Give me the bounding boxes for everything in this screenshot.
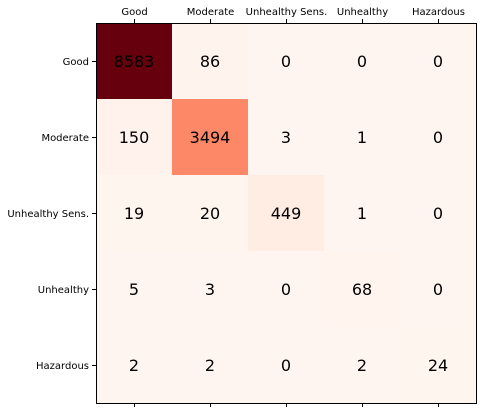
cell-value-label: 2 <box>357 356 367 375</box>
heatmap-cell-r2-c1 <box>172 175 248 251</box>
heatmap-cell-r2-c2 <box>248 175 324 251</box>
y-tick-label: Good <box>63 57 89 68</box>
heatmap-cell-r0-c3 <box>324 23 400 99</box>
cell-value-label: 8583 <box>114 52 155 71</box>
heatmap-cell-r4-c4 <box>400 327 476 403</box>
heatmap-cell-r3-c0 <box>96 251 172 327</box>
heatmap-cell-r4-c2 <box>248 327 324 403</box>
cell-value-label: 1 <box>357 128 367 147</box>
cell-value-label: 19 <box>124 204 144 223</box>
cell-value-label: 2 <box>129 356 139 375</box>
heatmap-cell-r2-c3 <box>324 175 400 251</box>
y-tick-label: Unhealthy Sens. <box>7 209 89 220</box>
cell-value-label: 0 <box>433 52 443 71</box>
cell-value-label: 0 <box>357 52 367 71</box>
cell-value-label: 0 <box>281 356 291 375</box>
heatmap-cell-r1-c4 <box>400 99 476 175</box>
x-tick-label: Good <box>121 7 147 18</box>
y-tick-label: Hazardous <box>36 361 89 372</box>
x-tick-label: Hazardous <box>412 7 465 18</box>
cell-value-label: 3 <box>205 280 215 299</box>
cell-value-label: 3 <box>281 128 291 147</box>
heatmap-cell-r3-c2 <box>248 251 324 327</box>
heatmap-cell-r0-c0 <box>96 23 172 99</box>
x-tick-label: Unhealthy Sens. <box>246 7 328 18</box>
heatmap-cell-r2-c4 <box>400 175 476 251</box>
cell-value-label: 150 <box>119 128 150 147</box>
cell-value-label: 24 <box>428 356 448 375</box>
x-tick-label: Unhealthy <box>337 7 388 18</box>
heatmap-cell-r1-c3 <box>324 99 400 175</box>
y-tick-label: Moderate <box>41 133 89 144</box>
heatmap-cell-r0-c4 <box>400 23 476 99</box>
cell-value-label: 0 <box>433 280 443 299</box>
heatmap-cell-r4-c3 <box>324 327 400 403</box>
heatmap-cell-r1-c1 <box>172 99 248 175</box>
cell-value-label: 0 <box>281 52 291 71</box>
cell-value-label: 0 <box>281 280 291 299</box>
heatmap-cell-r3-c1 <box>172 251 248 327</box>
y-tick-label: Unhealthy <box>38 285 89 296</box>
x-tick-label: Moderate <box>187 7 235 18</box>
heatmap-cell-r4-c0 <box>96 327 172 403</box>
cell-value-label: 0 <box>433 204 443 223</box>
cell-value-label: 449 <box>271 204 302 223</box>
cell-value-label: 20 <box>200 204 220 223</box>
heatmap-cell-r2-c0 <box>96 175 172 251</box>
heatmap-cell-r3-c4 <box>400 251 476 327</box>
cell-value-label: 1 <box>357 204 367 223</box>
heatmap-cell-r1-c0 <box>96 99 172 175</box>
heatmap-cell-r0-c1 <box>172 23 248 99</box>
cell-value-label: 2 <box>205 356 215 375</box>
cell-value-label: 5 <box>129 280 139 299</box>
heatmap-cell-r1-c2 <box>248 99 324 175</box>
heatmap-cell-r4-c1 <box>172 327 248 403</box>
cell-value-label: 0 <box>433 128 443 147</box>
cell-value-label: 3494 <box>190 128 231 147</box>
cell-value-label: 86 <box>200 52 220 71</box>
heatmap-cell-r3-c3 <box>324 251 400 327</box>
heatmap-cell-r0-c2 <box>248 23 324 99</box>
cell-value-label: 68 <box>352 280 372 299</box>
